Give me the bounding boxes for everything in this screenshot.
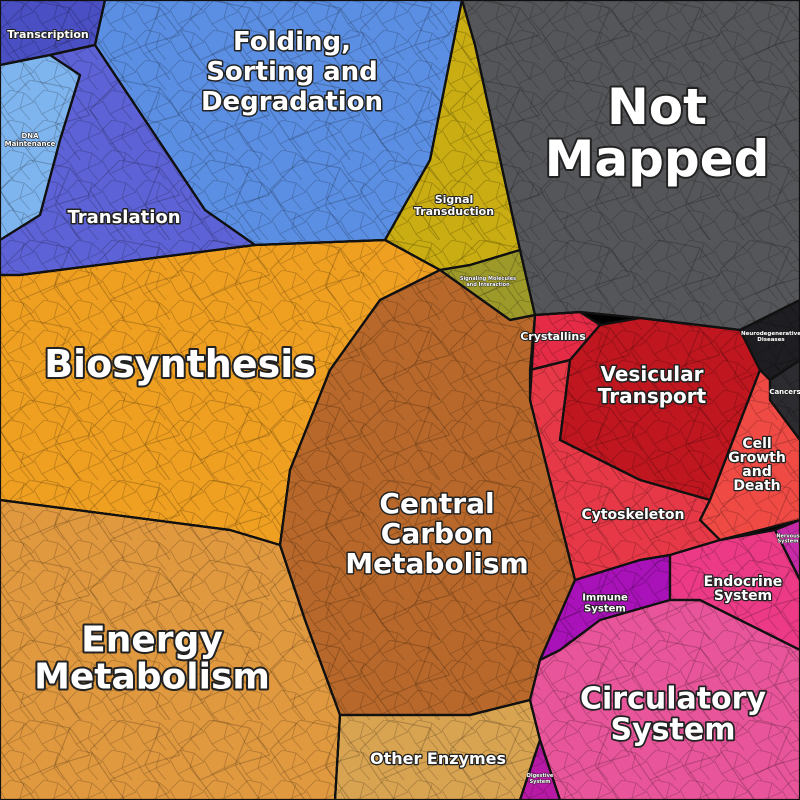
label-line: Carbon [381, 517, 493, 550]
label-signal-transduction: Signal Transduction [414, 193, 494, 218]
region-translation-outline [0, 43, 257, 277]
label-line: Sorting and [206, 57, 378, 87]
label-line: Endocrine [704, 574, 783, 590]
label-line: Maintenance [5, 140, 56, 148]
label-line: Vesicular [600, 362, 703, 386]
label-line: Diseases [757, 337, 785, 343]
label-digestive-system: Digestive System [527, 773, 554, 785]
label-line: Cell [742, 436, 771, 452]
label-line: Transcription [7, 28, 89, 41]
label-line: Death [733, 478, 780, 494]
label-cytoskeleton: Cytoskeleton [581, 507, 684, 523]
label-neurodegenerative: Neurodegenerative Diseases [741, 331, 800, 343]
region-nervous-system-outline [773, 518, 800, 582]
label-line: Energy [81, 620, 223, 661]
label-immune-system: Immune System [582, 593, 628, 615]
label-line: System [530, 779, 551, 785]
region-circulatory-system-outline [528, 598, 800, 800]
label-line: Circulatory [580, 682, 767, 717]
label-line: Degradation [201, 87, 383, 117]
label-line: and Interaction [466, 282, 510, 288]
label-other-enzymes: Other Enzymes [370, 749, 506, 768]
label-not-mapped: Not Mapped [545, 78, 770, 188]
label-energy-metabolism: Energy Metabolism [34, 620, 270, 698]
label-line: Cancers [769, 388, 800, 396]
label-transcription: Transcription [7, 28, 89, 41]
label-line: Mapped [545, 130, 770, 188]
label-line: Metabolism [34, 657, 270, 698]
label-line: Nervous [776, 534, 799, 540]
label-line: Transduction [414, 205, 494, 218]
label-endocrine-system: Endocrine System [704, 574, 783, 604]
label-biosynthesis: Biosynthesis [44, 342, 316, 386]
label-cell-growth: Cell Growth and Death [728, 436, 786, 494]
label-line: DNA [21, 132, 39, 140]
label-line: Signal [435, 193, 474, 206]
label-line: System [584, 604, 626, 615]
label-line: Immune [582, 593, 628, 604]
label-line: Central [379, 487, 494, 520]
label-line: Crystallins [520, 330, 586, 343]
region-not-mapped-outline [460, 0, 800, 332]
label-line: System [778, 539, 799, 545]
label-central-carbon: Central Carbon Metabolism [345, 487, 528, 580]
region-energy-metabolism-outline [0, 498, 342, 800]
label-line: Not [607, 78, 707, 136]
label-line: System [714, 588, 772, 604]
label-line: Biosynthesis [44, 342, 316, 386]
label-translation: Translation [67, 207, 180, 228]
label-line: Growth [728, 450, 786, 466]
label-vesicular-transport: Vesicular Transport [598, 362, 707, 408]
label-line: Folding, [233, 27, 351, 57]
label-line: Metabolism [345, 547, 528, 580]
label-folding: Folding, Sorting and Degradation [201, 27, 383, 117]
label-line: Cytoskeleton [581, 507, 684, 523]
label-nervous-system: Nervous System [776, 534, 799, 545]
label-crystallins: Crystallins [520, 330, 586, 343]
label-dna-maintenance: DNA Maintenance [5, 132, 56, 148]
label-line: Transport [598, 384, 707, 408]
label-line: System [611, 713, 736, 748]
label-line: Digestive [527, 773, 554, 779]
label-cancers: Cancers [769, 388, 800, 396]
label-line: Signaling Molecules [460, 276, 516, 282]
label-line: Neurodegenerative [741, 331, 800, 337]
label-signaling-molecules: Signaling Molecules and Interaction [460, 276, 516, 288]
label-circulatory-system: Circulatory System [580, 682, 767, 748]
region-digestive-system-outline [518, 738, 562, 800]
label-line: Other Enzymes [370, 749, 506, 768]
label-line: Translation [67, 207, 180, 228]
label-line: and [742, 464, 771, 480]
